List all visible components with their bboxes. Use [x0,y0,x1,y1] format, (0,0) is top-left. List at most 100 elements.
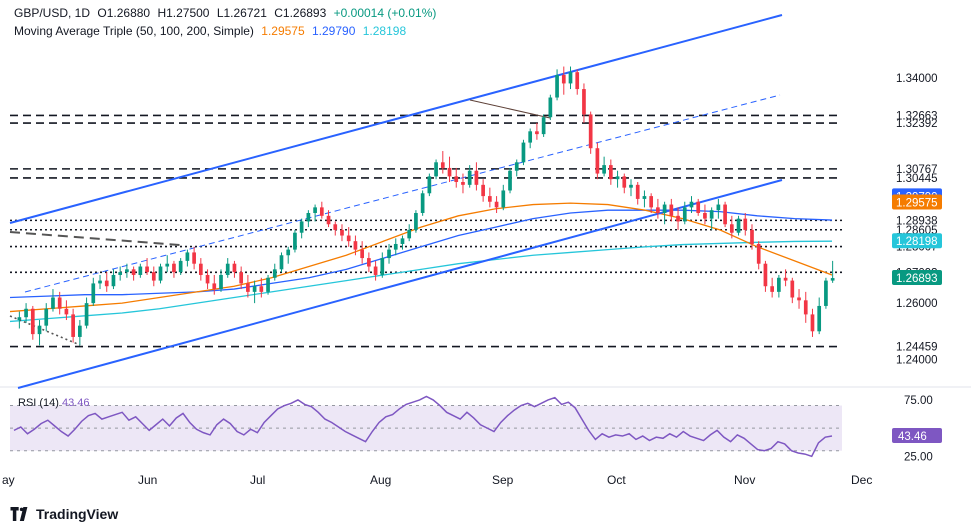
candle-120[interactable] [824,280,828,306]
candle-112[interactable] [770,286,774,292]
candle-47[interactable] [333,224,338,230]
candle-60[interactable] [420,193,425,213]
candle-65[interactable] [454,176,459,183]
candle-44[interactable] [313,207,317,213]
candle-121[interactable] [830,278,835,281]
channel-upper-line[interactable] [9,14,783,224]
candle-52[interactable] [367,258,371,267]
candle-57[interactable] [400,238,405,244]
candle-117[interactable] [803,300,808,315]
candle-89[interactable] [615,176,620,180]
candle-54[interactable] [380,258,385,275]
candle-7[interactable] [64,308,69,315]
candle-17[interactable] [131,269,136,275]
candle-85[interactable] [588,114,593,149]
candle-41[interactable] [293,232,297,250]
candle-93[interactable] [642,196,647,199]
candle-29[interactable] [212,283,217,290]
candle-8[interactable] [71,314,75,337]
candle-18[interactable] [138,266,143,275]
candle-58[interactable] [407,229,412,239]
candle-33[interactable] [239,272,244,284]
candle-32[interactable] [232,263,237,273]
candle-28[interactable] [205,274,210,284]
candle-88[interactable] [608,165,613,180]
candle-95[interactable] [656,207,660,213]
candle-102[interactable] [703,213,707,219]
candle-24[interactable] [178,260,183,273]
candle-105[interactable] [723,204,727,225]
candle-119[interactable] [817,305,822,332]
candle-46[interactable] [326,215,331,225]
candle-13[interactable] [104,280,109,287]
tradingview-brand[interactable]: TradingView [10,506,118,522]
candle-15[interactable] [118,272,123,275]
candle-83[interactable] [575,72,580,90]
candle-4[interactable] [44,308,49,326]
rsi-line[interactable] [13,395,833,458]
candle-113[interactable] [777,277,781,292]
candle-100[interactable] [689,201,694,208]
candle-30[interactable] [219,274,223,290]
candle-48[interactable] [340,229,344,236]
candle-10[interactable] [84,303,89,326]
candle-86[interactable] [595,148,600,174]
candle-36[interactable] [259,286,264,292]
candle-78[interactable] [541,117,546,135]
candle-49[interactable] [346,235,351,242]
candle-115[interactable] [790,280,795,298]
candle-92[interactable] [635,184,640,199]
candle-98[interactable] [676,215,680,222]
candle-106[interactable] [729,224,734,233]
candle-20[interactable] [151,272,156,281]
candle-56[interactable] [393,243,398,250]
candle-35[interactable] [252,286,257,292]
candle-53[interactable] [373,266,378,275]
candle-74[interactable] [514,162,519,171]
candle-87[interactable] [602,165,606,174]
candle-90[interactable] [622,176,627,188]
candle-62[interactable] [434,162,438,177]
candle-25[interactable] [185,252,190,261]
candle-31[interactable] [225,263,230,275]
candle-71[interactable] [494,201,499,208]
candle-12[interactable] [98,280,102,284]
candle-26[interactable] [192,252,196,264]
candle-51[interactable] [360,249,364,259]
candle-107[interactable] [736,218,741,233]
candle-99[interactable] [682,207,687,222]
candle-9[interactable] [78,325,82,337]
candle-27[interactable] [198,263,203,275]
candle-45[interactable] [319,207,324,216]
candle-43[interactable] [306,213,311,222]
candle-77[interactable] [535,131,539,135]
candle-22[interactable] [165,263,170,267]
candle-55[interactable] [387,249,391,259]
candle-50[interactable] [353,241,358,250]
candle-37[interactable] [266,277,270,292]
candle-38[interactable] [272,269,277,278]
candle-5[interactable] [51,297,55,309]
candle-11[interactable] [91,283,96,304]
descending-trendline[interactable] [9,231,181,246]
candle-3[interactable] [37,325,42,335]
candle-91[interactable] [629,184,633,188]
candle-111[interactable] [763,263,768,287]
candle-96[interactable] [662,204,667,213]
candle-68[interactable] [474,170,479,185]
candle-81[interactable] [561,74,566,84]
candle-16[interactable] [125,269,129,273]
candle-42[interactable] [299,221,304,233]
candle-64[interactable] [447,167,452,177]
candle-103[interactable] [709,210,714,219]
candle-21[interactable] [158,266,163,281]
candle-108[interactable] [743,218,748,230]
candle-97[interactable] [669,204,674,216]
candle-110[interactable] [756,243,761,264]
candle-59[interactable] [414,213,418,230]
swing-line[interactable] [469,99,551,119]
candle-0[interactable] [17,317,22,321]
candle-19[interactable] [145,266,149,273]
candle-66[interactable] [461,182,465,185]
